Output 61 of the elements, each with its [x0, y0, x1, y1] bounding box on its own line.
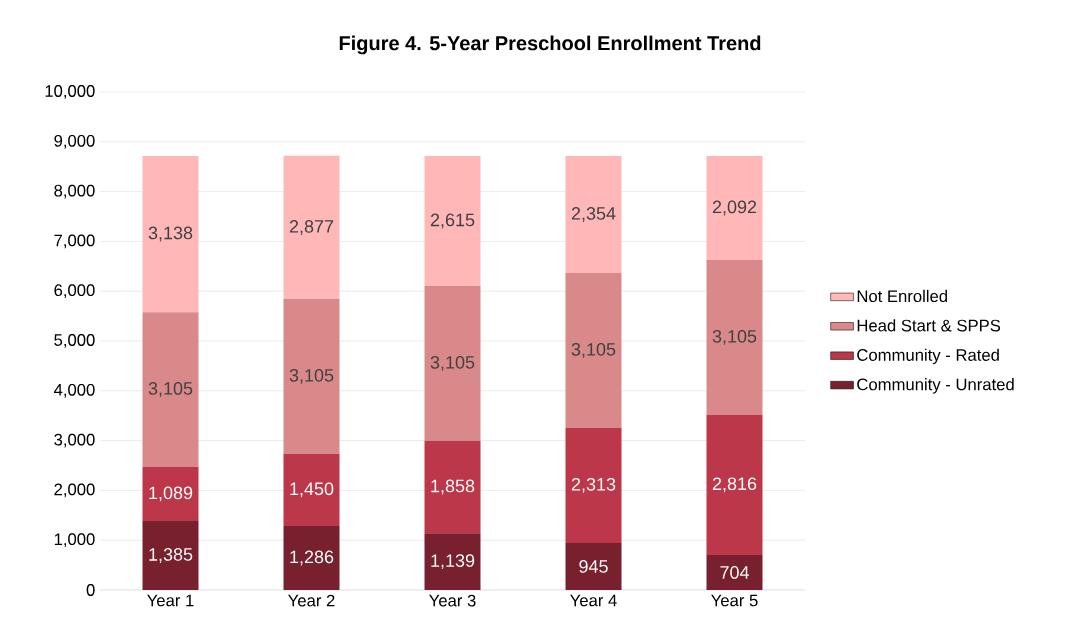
- y-tick-label: 2,000: [54, 483, 95, 498]
- bar: [283, 299, 340, 454]
- data-label: 1,286: [290, 550, 334, 566]
- legend-label: Community - Unrated: [857, 378, 1014, 394]
- y-tick-label: 7,000: [54, 234, 95, 249]
- data-label: 3,105: [712, 329, 757, 345]
- data-label: 1,450: [290, 482, 334, 498]
- bar: [706, 554, 763, 590]
- data-label: 704: [720, 566, 750, 579]
- data-label: 3,138: [148, 226, 193, 242]
- data-label: 1,139: [431, 554, 475, 570]
- data-label: 2,354: [571, 207, 616, 222]
- y-tick-label: 6,000: [54, 284, 95, 299]
- y-tick-label: 9,000: [54, 134, 95, 149]
- data-label: 2,615: [430, 213, 475, 229]
- x-tick-label: Year 2: [288, 594, 335, 607]
- bar: [142, 155, 199, 313]
- y-tick-label: 1,000: [54, 533, 95, 548]
- bar: [565, 427, 622, 543]
- data-label: 2,877: [289, 220, 334, 235]
- chart-title: Figure 4. 5-Year Preschool Enrollment Trend: [339, 35, 761, 55]
- x-tick-label: Year 5: [711, 594, 758, 607]
- bar: [706, 260, 763, 415]
- data-label: 2,313: [571, 477, 616, 493]
- data-label: 945: [579, 560, 608, 573]
- data-label: 2,092: [712, 200, 757, 216]
- data-label: 3,105: [571, 342, 616, 358]
- bar: [142, 466, 199, 522]
- legend-label: Head Start & SPPS: [857, 319, 1001, 332]
- y-tick-label: 5,000: [54, 334, 95, 348]
- bar: [424, 440, 481, 534]
- bar: [565, 155, 622, 274]
- x-tick-label: Year 4: [570, 594, 617, 607]
- bar: [565, 273, 622, 428]
- x-tick-label: Year 3: [429, 594, 476, 607]
- y-tick-label: 8,000: [54, 184, 95, 199]
- data-label: 3,105: [430, 355, 475, 371]
- y-tick-label: 4,000: [53, 383, 95, 398]
- bar: [283, 155, 340, 300]
- data-label: 1,858: [431, 479, 475, 495]
- bar: [706, 155, 763, 261]
- data-label: 2,816: [712, 477, 757, 493]
- data-label: 1,089: [149, 486, 193, 502]
- data-label: 3,105: [289, 368, 334, 384]
- bar: [142, 312, 199, 467]
- data-label: 1,385: [149, 548, 193, 563]
- y-tick-label: 0: [86, 584, 95, 596]
- y-tick-label: 3,000: [54, 433, 95, 448]
- bar: [706, 414, 763, 555]
- bar: [142, 521, 199, 590]
- bar: [424, 533, 481, 590]
- x-tick-label: Year 1: [147, 594, 194, 607]
- bar: [283, 525, 340, 590]
- bar: [283, 453, 340, 526]
- legend-label: Community - Rated: [857, 348, 999, 365]
- bar: [565, 542, 622, 590]
- data-label: 3,105: [148, 382, 193, 397]
- bar: [424, 286, 481, 441]
- bar: [424, 155, 481, 287]
- legend-label: Not Enrolled: [857, 289, 947, 303]
- y-tick-label: 10,000: [45, 85, 95, 99]
